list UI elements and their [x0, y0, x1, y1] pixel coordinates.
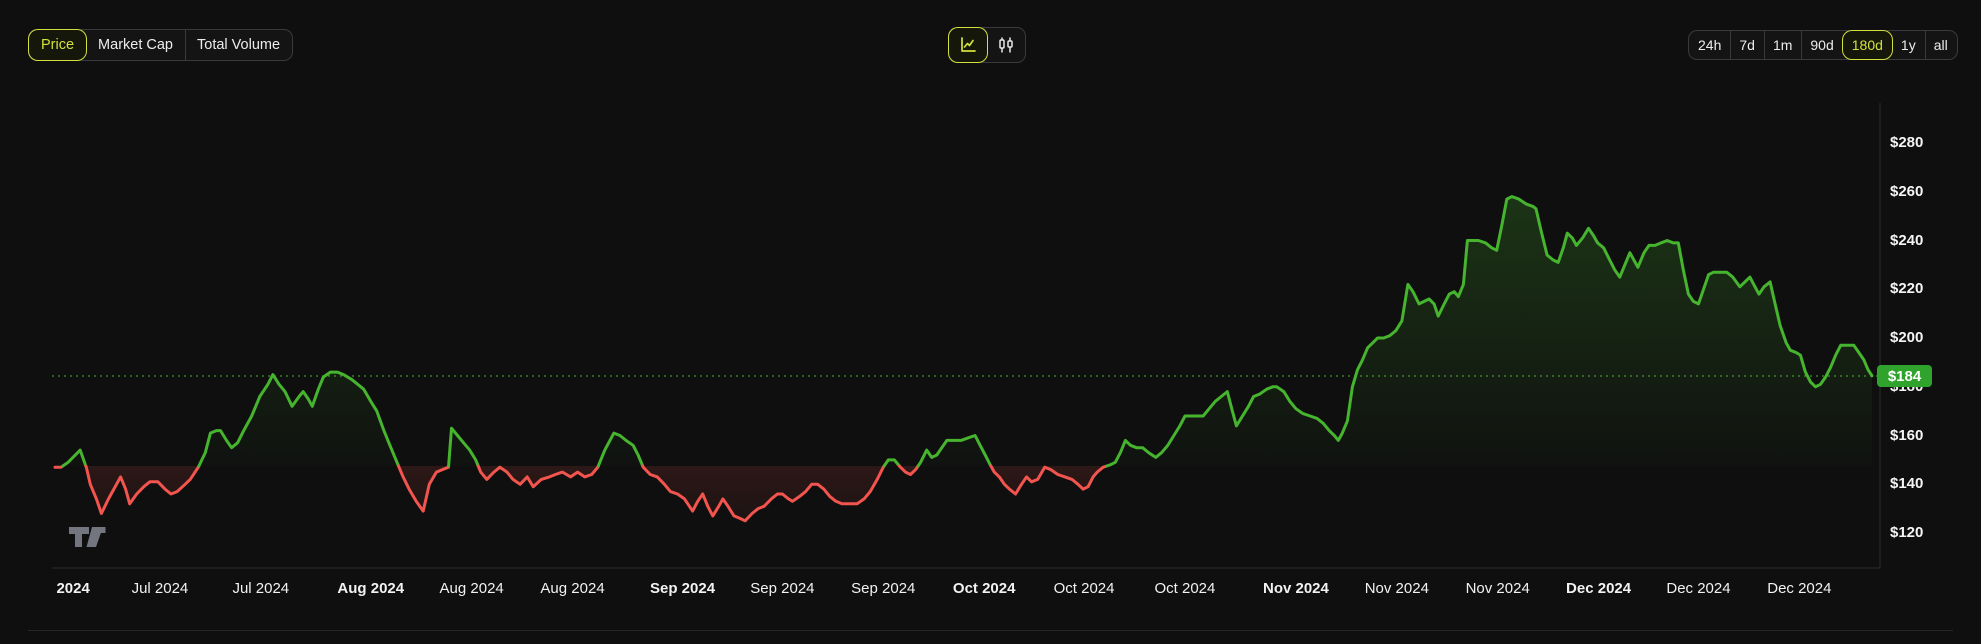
time-range-group: 24h 7d 1m 90d 180d 1y all	[1688, 30, 1958, 60]
candlestick-icon	[999, 37, 1013, 53]
metric-tab-total-volume[interactable]: Total Volume	[185, 30, 292, 60]
current-price-badge: $184	[1877, 365, 1932, 388]
metric-tab-price[interactable]: Price	[29, 30, 87, 60]
range-button-1m[interactable]: 1m	[1763, 31, 1801, 59]
metric-tab-market-cap[interactable]: Market Cap	[98, 37, 173, 53]
range-button-7d[interactable]: 7d	[1730, 31, 1764, 59]
range-button-180d[interactable]: 180d	[1842, 31, 1892, 59]
range-button-90d[interactable]: 90d	[1801, 31, 1842, 59]
chart-type-group	[948, 27, 1026, 63]
metric-tab-group: Price Market Cap Total Volume	[28, 29, 294, 61]
range-button-24h[interactable]: 24h	[1698, 37, 1722, 53]
line-chart-button[interactable]	[949, 28, 987, 62]
range-button-all[interactable]: all	[1924, 31, 1957, 59]
range-button-1y[interactable]: 1y	[1900, 37, 1916, 53]
line-chart-icon	[961, 37, 976, 52]
tradingview-logo[interactable]	[68, 524, 106, 550]
bottom-divider	[28, 630, 1953, 631]
candlestick-chart-button[interactable]	[987, 28, 1025, 62]
